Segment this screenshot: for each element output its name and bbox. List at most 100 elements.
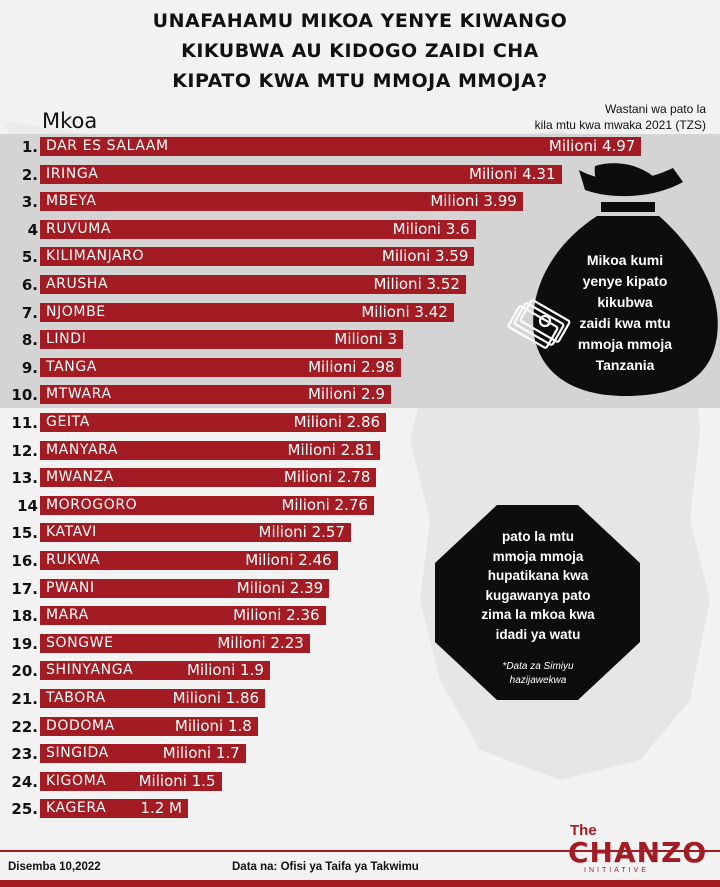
note-line: pato la mtu (501, 529, 574, 544)
bar-region-label: DAR ES SALAAM (46, 138, 169, 154)
bar-rank: 19. (11, 634, 38, 653)
note-line: idadi ya watu (495, 626, 581, 642)
footnote-line: hazijawekwa (509, 675, 567, 686)
bar-value-label: Milioni 3.6 (392, 219, 470, 238)
bar: SINGIDA Milioni 1.7 (40, 744, 246, 764)
bar-rank: 2. (21, 165, 38, 184)
bar-rank: 5. (21, 248, 38, 267)
bar-value-label: Milioni 1.5 (138, 771, 216, 790)
note-line: hupatikana kwa (487, 568, 589, 583)
bar-value-label: Milioni 3.59 (381, 247, 469, 266)
bar-value-label: Milioni 2.39 (236, 578, 324, 597)
bar-rank: 1. (21, 138, 38, 156)
bar: RUKWA Milioni 2.46 (40, 551, 338, 570)
bar-value-label: Milioni 1.7 (162, 744, 240, 763)
bar-rank: 25. (11, 800, 38, 819)
value-header-line-1: Wastani wa pato la (605, 102, 706, 116)
bar-region-label: KIGOMA (46, 772, 107, 789)
top-ten-callout: Mikoa kumi yenye kipato kikubwa zaidi kw… (560, 250, 690, 376)
note-octagon (435, 505, 640, 700)
bar: GEITA Milioni 2.86 (40, 413, 387, 432)
bar-value-label: Milioni 1.86 (172, 689, 260, 707)
bar-rank: 20. (11, 662, 38, 681)
bar-value-label: Milioni 4.31 (469, 164, 556, 183)
bar: MANYARA Milioni 2.81 (40, 440, 380, 460)
bar-value-label: Milioni 3.99 (430, 192, 517, 211)
bar-region-label: RUVUMA (46, 220, 112, 237)
bar-region-label: LINDI (46, 331, 87, 348)
title-line-2: KIKUBWA AU KIDOGO ZAIDI CHA (181, 40, 539, 62)
bar: MARA Milioni 2.36 (40, 606, 326, 626)
bar-value-label: Milioni 1.8 (174, 716, 252, 735)
bar: KATAVI Milioni 2.57 (40, 523, 351, 543)
money-bag-icon (507, 163, 718, 396)
bar-region-label: IRINGA (46, 165, 99, 182)
bar-region-label: MBEYA (46, 193, 97, 210)
bar: KAGERA 1.2 M (40, 799, 188, 819)
bar-value-label: Milioni 3.52 (373, 275, 460, 293)
bar-value-label: Milioni 2.23 (217, 633, 304, 652)
bar: SHINYANGA Milioni 1.9 (40, 661, 270, 681)
bar-value-label: Milioni 2.78 (283, 468, 371, 487)
chanzo-logo: The CHANZO INITIATIVE (566, 820, 714, 878)
methodology-note: pato la mtu mmoja mmoja hupatikana kwa k… (452, 527, 624, 644)
bottom-accent-strip (0, 880, 720, 887)
bar-rank: 12. (11, 441, 38, 460)
bar-value-label: Milioni 2.46 (245, 551, 332, 569)
bar-rank: 8. (21, 331, 38, 350)
value-header-line-2: kila mtu kwa mwaka 2021 (TZS) (534, 118, 706, 132)
title-line-1: UNAFAHAMU MIKOA YENYE KIWANGO (152, 10, 568, 32)
callout-line: zaidi kwa mtu (579, 315, 671, 331)
logo-sub: INITIATIVE (584, 867, 649, 874)
bar-value-label: Milioni 2.98 (308, 357, 395, 376)
callout-line: yenye kipato (582, 273, 668, 289)
bar-value-label: Milioni 2.9 (307, 385, 385, 404)
bar-region-label: MANYARA (46, 441, 119, 458)
cash-icon (507, 299, 571, 349)
bar-region-label: MTWARA (46, 386, 112, 403)
bar: PWANI Milioni 2.39 (40, 578, 330, 598)
value-column-header: Wastani wa pato la kila mtu kwa mwaka 20… (446, 101, 706, 133)
note-line: mmoja mmoja (492, 548, 584, 564)
footer-divider (0, 850, 720, 852)
bar: KIGOMA Milioni 1.5 (40, 771, 222, 791)
bar-rank: 16. (11, 552, 38, 570)
bar-region-label: NJOMBE (46, 303, 106, 320)
bar: MWANZA Milioni 2.78 (40, 468, 377, 488)
bar-region-label: KATAVI (46, 524, 97, 541)
bar-region-label: SHINYANGA (46, 662, 134, 679)
bar-rank: 15. (11, 524, 38, 543)
bar-rank: 9. (21, 358, 38, 377)
bar-rank: 11. (11, 414, 38, 432)
bar-value-label: Milioni 3 (334, 330, 397, 349)
bar-rank: 13. (11, 469, 38, 488)
bar: SONGWE Milioni 2.23 (40, 633, 310, 653)
bar-rank: 4 (27, 220, 38, 239)
bar-value-label: Milioni 1.9 (186, 661, 264, 680)
bar-rank: 14 (17, 496, 38, 515)
bar-value-label: 1.2 M (140, 799, 182, 818)
bar-rank: 3. (21, 193, 38, 212)
bar-region-label: RUKWA (46, 552, 101, 568)
bar: ARUSHA Milioni 3.52 (40, 275, 466, 294)
footnote-line: *Data za Simiyu (502, 661, 574, 672)
bar-region-label: TANGA (46, 358, 97, 375)
callout-line: kikubwa (597, 294, 653, 310)
chart-title: UNAFAHAMU MIKOA YENYE KIWANGO KIKUBWA AU… (60, 6, 660, 96)
bar-region-label: ARUSHA (46, 276, 109, 292)
bar-value-label: Milioni 2.76 (281, 495, 368, 514)
note-line: kugawanya pato (485, 587, 591, 603)
bar: DAR ES SALAAM Milioni 4.97 (40, 137, 642, 156)
title-line-3: KIPATO KWA MTU MMOJA MMOJA? (172, 70, 548, 92)
bar: TANGA Milioni 2.98 (40, 357, 401, 377)
bar-region-label: TABORA (46, 690, 106, 706)
bar-rank: 18. (11, 607, 38, 626)
bar-value-label: Milioni 3.42 (361, 302, 448, 321)
bar-value-label: Milioni 4.97 (548, 137, 636, 155)
bar-region-label: MOROGORO (46, 496, 138, 513)
bar-value-label: Milioni 2.81 (287, 440, 374, 459)
bar-rank: 23. (11, 745, 38, 764)
bar: RUVUMA Milioni 3.6 (40, 219, 476, 239)
bar-region-label: PWANI (46, 579, 95, 596)
